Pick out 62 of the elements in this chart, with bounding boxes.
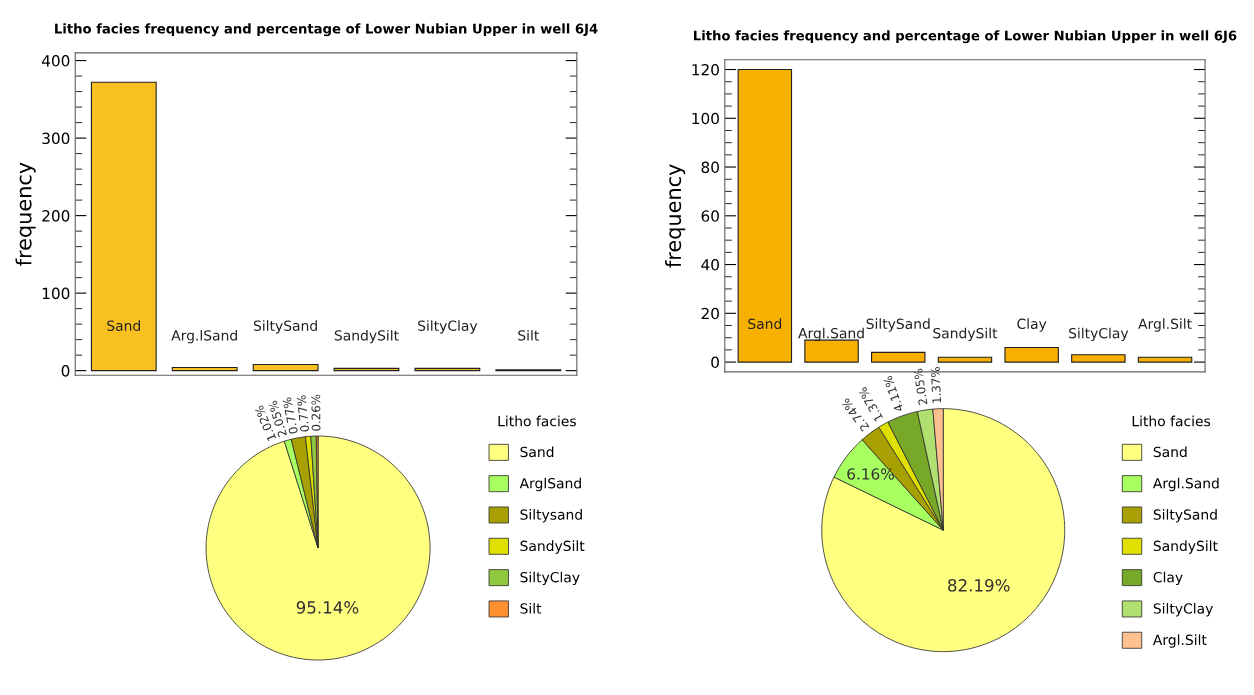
y-tick-label: 100 xyxy=(42,287,70,300)
data-label: 6.16% xyxy=(847,468,894,480)
legend-label: SiltySand xyxy=(1153,509,1217,523)
bar xyxy=(1071,354,1126,363)
legend-label: Siltysand xyxy=(520,509,582,523)
y-tick-label: 100 xyxy=(692,112,719,125)
legend-label: SiltyClay xyxy=(1153,603,1213,617)
y-tick-label: 0 xyxy=(61,365,70,377)
bar xyxy=(937,356,993,363)
legend-label: SiltyClay xyxy=(520,571,580,586)
y-tick-label: 60 xyxy=(701,210,719,222)
y-tick-label: 200 xyxy=(42,210,70,222)
data-label: 1.37% xyxy=(930,366,942,403)
legend-label: SandySilt xyxy=(520,540,585,554)
legend-label: Sand xyxy=(1153,446,1187,458)
bar xyxy=(804,339,859,363)
bar xyxy=(171,366,238,372)
category-label: SandySilt xyxy=(933,327,998,342)
bar xyxy=(871,351,926,363)
y-tick-label: 40 xyxy=(701,259,719,271)
y-tick-label: 80 xyxy=(701,161,719,174)
bar xyxy=(1004,346,1059,363)
chart-title: Litho facies frequency and percentage of Lower Nubian Upper in well 6J4 xyxy=(55,23,598,37)
data-label: 0.77% xyxy=(296,395,310,432)
legend-title: Litho facies xyxy=(1132,415,1211,427)
legend-label: SandySilt xyxy=(1153,540,1218,554)
chart-title: Litho facies frequency and percentage of Lower Nubian Upper in well 6J6 xyxy=(694,30,1237,44)
category-label: Argl.Silt xyxy=(1138,318,1192,332)
data-label: 4.11% xyxy=(883,375,904,413)
category-label: SiltyClay xyxy=(1069,327,1129,342)
category-label: Argl.Sand xyxy=(798,327,864,342)
y-tick-label: 20 xyxy=(701,307,719,320)
data-label: 82.19% xyxy=(948,579,1010,592)
category-label: SiltySand xyxy=(253,320,317,334)
legend-label: Argl.Silt xyxy=(1152,634,1207,648)
bar xyxy=(90,81,157,372)
data-label: 95.14% xyxy=(296,601,359,614)
category-label: Sand xyxy=(107,320,140,331)
y-tick-label: 0 xyxy=(711,356,719,369)
data-label: 0.26% xyxy=(311,394,321,431)
bar xyxy=(737,68,793,363)
legend-label: Silt xyxy=(520,603,542,614)
legend-label: Clay xyxy=(1153,571,1183,586)
y-axis-title: frequency xyxy=(665,164,686,268)
category-label: Arg.lSand xyxy=(171,329,237,344)
legend-title: Litho facies xyxy=(498,415,576,427)
legend-label: ArglSand xyxy=(519,477,581,492)
category-label: Clay xyxy=(1017,318,1047,332)
category-label: Silt xyxy=(518,329,539,341)
data-label: 2.05% xyxy=(913,368,928,406)
y-axis-title: frequency xyxy=(15,162,36,266)
y-tick-label: 300 xyxy=(42,132,70,145)
legend-label: Sand xyxy=(520,446,554,458)
legend-label: Argl.Sand xyxy=(1152,477,1219,492)
category-label: SandySilt xyxy=(334,329,399,344)
y-tick-label: 120 xyxy=(692,63,719,76)
category-label: SiltySand xyxy=(866,318,930,332)
bar xyxy=(1137,356,1193,363)
category-label: SiltyClay xyxy=(418,320,478,334)
category-label: Sand xyxy=(748,318,782,330)
bar xyxy=(252,363,319,372)
y-tick-label: 400 xyxy=(41,55,70,67)
